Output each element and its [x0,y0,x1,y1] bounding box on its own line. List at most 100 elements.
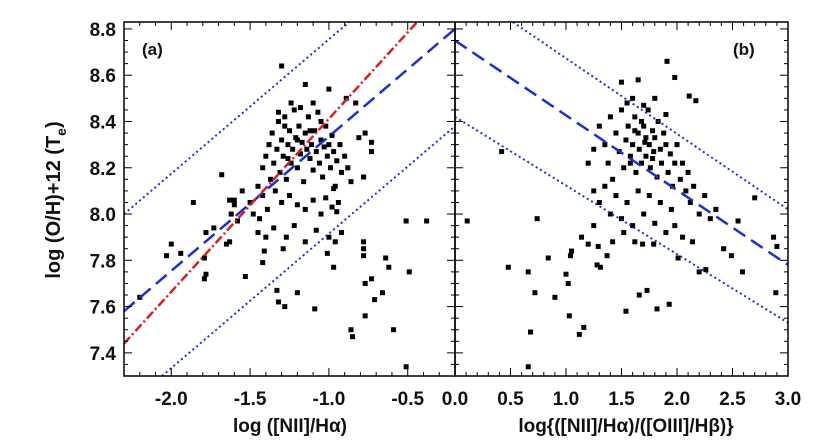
data-point [315,109,321,115]
data-point [650,156,656,162]
data-point [283,234,289,240]
data-point [668,206,674,212]
data-point [228,211,234,217]
data-point [585,241,591,247]
data-point [386,264,392,270]
y-tick-label: 8.6 [90,66,116,87]
upper-bound-line [124,22,351,215]
data-point [279,63,285,69]
data-point [630,223,636,229]
data-point [619,107,624,113]
y-tick-label: 7.4 [90,344,117,365]
y-axis-label: log (O/H)+12 (Te) [43,121,69,278]
data-point [707,216,713,222]
data-point [403,364,409,370]
data-point [403,218,409,224]
data-point [576,331,582,337]
data-point [324,153,330,159]
data-point [534,216,540,222]
data-point [339,230,345,236]
data-point [525,364,531,370]
data-point [713,206,719,212]
lower-bound-line [455,116,788,324]
data-point [663,112,669,118]
data-point [313,149,319,155]
data-point [309,142,315,148]
data-point [335,199,341,205]
data-point [332,239,338,245]
data-point [255,183,261,189]
data-point [636,292,642,298]
data-point [683,188,689,194]
data-point [627,160,633,166]
data-point [287,128,292,134]
data-point [282,114,288,120]
data-point [645,107,651,113]
data-point [272,188,278,194]
data-point [294,202,300,208]
data-point [680,234,686,240]
data-point [703,267,709,273]
data-point [505,264,511,270]
data-point [323,123,329,129]
x-tick-label: -0.5 [391,389,424,410]
data-point [223,241,229,247]
axes-frame [123,21,456,377]
data-point [728,253,734,259]
panel-a: -2.0 -1.5 -1.0 -0.5 7.4 7.6 7.8 8.0 8.2 8.4 8.6 8.8 [90,20,456,410]
data-point [610,239,616,245]
data-point [326,234,332,240]
data-point [739,269,745,275]
data-point [334,209,340,215]
data-point [275,118,281,124]
data-point [239,188,245,194]
data-point [329,204,335,210]
data-point [624,100,630,106]
data-point [327,165,333,171]
panel-a-label: (a) [142,40,163,59]
data-point [164,253,170,259]
data-point [652,135,658,141]
plot-area [124,22,455,376]
data-point [565,280,571,286]
data-point [310,100,316,106]
data-point [623,308,629,314]
data-point [301,179,307,185]
y-tick-label: 7.6 [90,298,116,319]
data-point [323,195,329,201]
data-point [312,128,318,134]
data-point [646,193,652,199]
data-point [298,151,304,157]
data-point [318,211,324,217]
panel-b-label: (b) [733,40,755,59]
data-point [305,114,311,120]
data-point [257,216,263,222]
data-point [291,223,297,229]
data-point [178,250,184,256]
data-point [274,146,280,152]
data-point [231,202,237,208]
data-point [304,146,310,152]
data-point [361,239,367,245]
data-point [331,149,337,155]
x-tick-label: 2.5 [719,389,746,410]
data-point [285,142,291,148]
data-point [596,199,602,205]
data-point [279,199,285,205]
data-point [211,225,217,231]
data-point [677,176,683,182]
data-point [264,206,270,212]
data-point [613,130,619,136]
data-point [604,253,610,259]
data-point [302,206,308,212]
data-point [613,193,619,199]
x-tick-label: -1.0 [313,389,346,410]
data-point [696,211,702,217]
data-point [636,146,642,152]
data-point [287,193,292,199]
data-point [661,130,667,136]
x-tick-label: -1.5 [234,389,267,410]
data-point [361,246,367,252]
data-point [651,149,657,155]
